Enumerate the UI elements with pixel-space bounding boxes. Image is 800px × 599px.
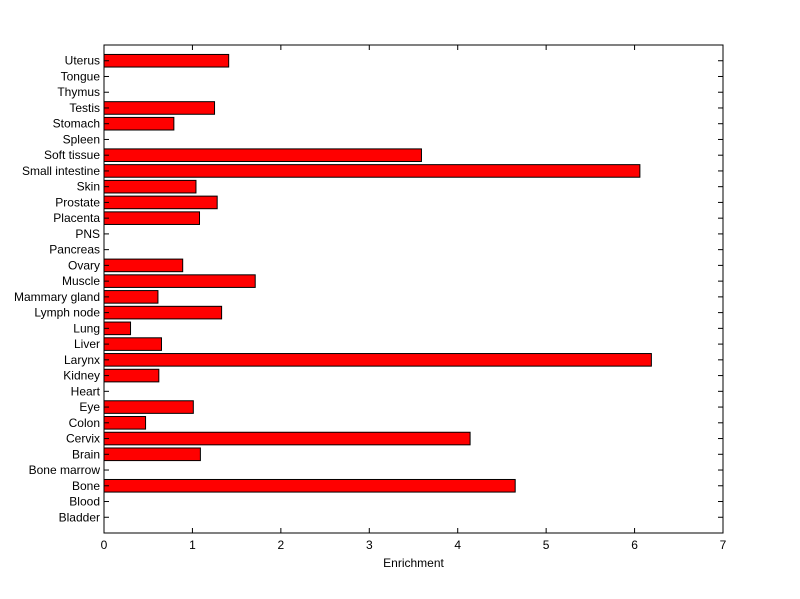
y-tick-label: Bone xyxy=(72,479,100,493)
bar-brain xyxy=(103,447,201,462)
bar-skin xyxy=(103,179,197,194)
x-tick-label: 7 xyxy=(720,538,727,552)
y-tick-label: Mammary gland xyxy=(14,290,100,304)
y-tick-label: Liver xyxy=(74,337,100,351)
bar-ovary xyxy=(103,258,184,273)
bar-mammary-gland xyxy=(103,290,159,304)
bar-bone xyxy=(103,478,516,493)
y-tick-label: Lung xyxy=(73,321,100,335)
x-tick-label: 3 xyxy=(366,538,373,552)
bars-layer xyxy=(103,53,652,493)
y-tick-label: Blood xyxy=(69,495,100,509)
x-tick-label: 0 xyxy=(101,538,108,552)
x-tick-labels: 0 1 2 3 4 5 6 7 xyxy=(101,538,727,552)
y-tick-label: Pancreas xyxy=(49,243,100,257)
y-tick-label: Eye xyxy=(79,400,100,414)
x-tick-label: 4 xyxy=(454,538,461,552)
y-tick-label: Lymph node xyxy=(34,306,100,320)
x-tick-label: 2 xyxy=(278,538,285,552)
bar-cervix xyxy=(103,431,471,446)
y-tick-label: Muscle xyxy=(62,274,100,288)
bar-prostate xyxy=(103,195,218,210)
y-tick-label: Soft tissue xyxy=(44,148,100,162)
bar-liver xyxy=(103,337,162,351)
y-tick-label: PNS xyxy=(75,227,100,241)
y-tick-label: Prostate xyxy=(55,195,100,209)
y-tick-label: Skin xyxy=(77,180,100,194)
x-axis-label: Enrichment xyxy=(383,556,444,570)
bar-eye xyxy=(103,400,194,414)
y-tick-label: Kidney xyxy=(63,369,100,383)
y-tick-label: Testis xyxy=(69,101,100,115)
y-tick-label: Bone marrow xyxy=(29,463,101,477)
bar-muscle xyxy=(103,274,256,288)
y-tick-label: Small intestine xyxy=(22,164,100,178)
y-tick-label: Bladder xyxy=(59,510,100,524)
bar-larynx xyxy=(103,353,652,367)
y-tick-label: Larynx xyxy=(64,353,100,367)
y-tick-label: Uterus xyxy=(65,54,100,68)
y-tick-label: Tongue xyxy=(61,69,101,83)
y-tick-label: Thymus xyxy=(57,85,100,99)
y-tick-label: Brain xyxy=(72,447,100,461)
y-tick-label: Spleen xyxy=(63,132,100,146)
bar-lymph-node xyxy=(103,305,223,320)
bar-placenta xyxy=(103,211,201,225)
bar-soft-tissue xyxy=(103,148,422,162)
y-tick-label: Placenta xyxy=(53,211,100,225)
y-tick-label: Stomach xyxy=(53,117,100,131)
axes-box xyxy=(103,44,724,534)
x-tick-label: 5 xyxy=(543,538,550,552)
bar-kidney xyxy=(103,368,160,383)
y-tick-label: Heart xyxy=(71,384,101,398)
bar-stomach xyxy=(103,116,175,131)
y-tick-label: Ovary xyxy=(68,258,100,272)
x-tick-label: 6 xyxy=(631,538,638,552)
x-tick-label: 1 xyxy=(189,538,196,552)
bar-colon xyxy=(103,416,147,430)
bar-testis xyxy=(103,101,216,115)
bar-uterus xyxy=(103,53,230,68)
y-tick-label: Cervix xyxy=(66,432,100,446)
y-tick-label: Colon xyxy=(69,416,100,430)
bar-small-intestine xyxy=(103,164,641,178)
ticks-layer xyxy=(103,45,724,533)
